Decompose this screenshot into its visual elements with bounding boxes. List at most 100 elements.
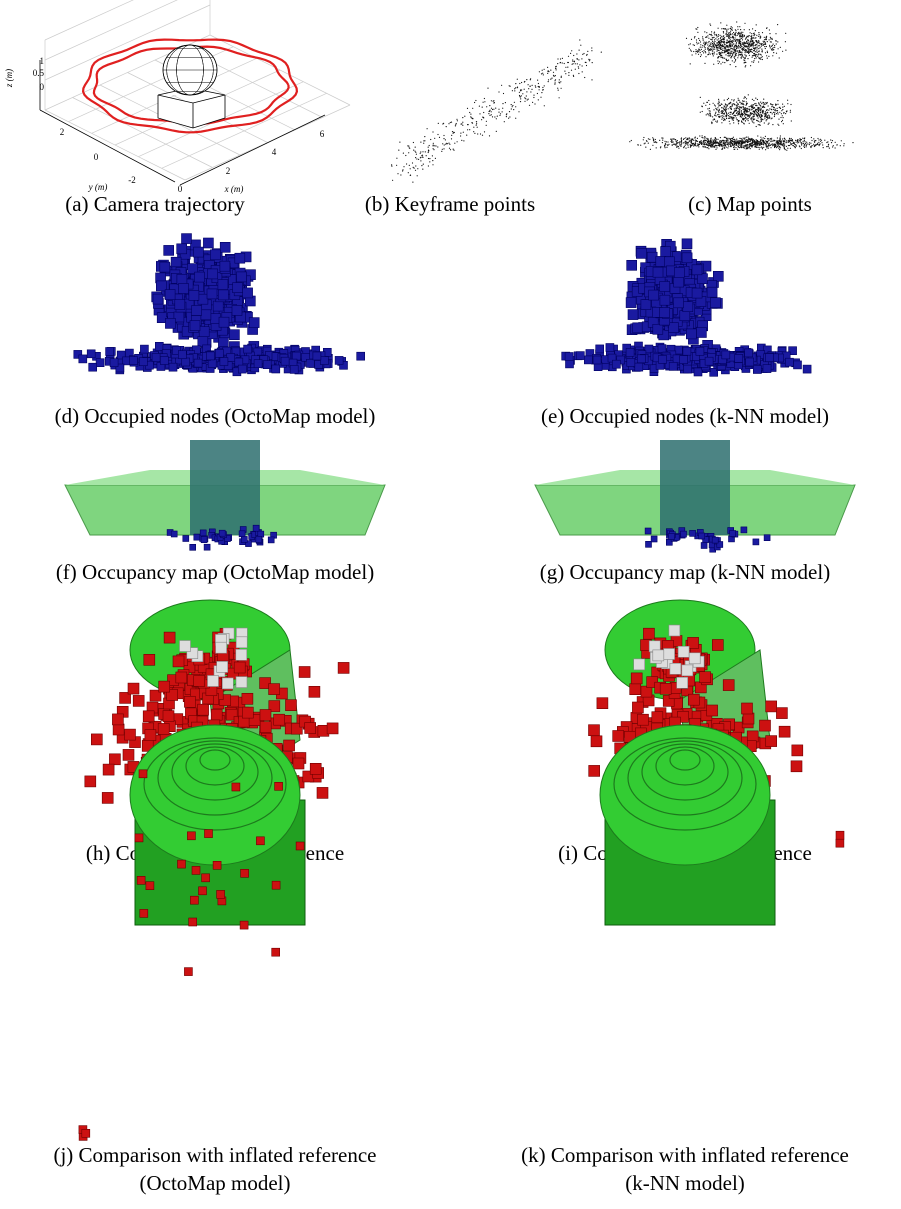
- point: [760, 137, 761, 138]
- point: [787, 148, 788, 149]
- point: [413, 142, 414, 143]
- voxel: [803, 365, 811, 373]
- point: [785, 149, 786, 150]
- point: [765, 38, 766, 39]
- voxel: [190, 321, 200, 331]
- point: [793, 143, 794, 144]
- point: [749, 43, 750, 44]
- point: [571, 70, 572, 71]
- point: [685, 141, 686, 142]
- point: [747, 43, 748, 44]
- point: [512, 90, 513, 91]
- point: [739, 145, 740, 146]
- point: [467, 124, 468, 125]
- point: [720, 53, 721, 54]
- point: [746, 41, 747, 42]
- point: [727, 143, 728, 144]
- voxel: [220, 358, 228, 366]
- point: [708, 148, 709, 149]
- voxel: [310, 763, 321, 774]
- point: [428, 152, 429, 153]
- point: [752, 109, 753, 110]
- point: [514, 90, 515, 91]
- point: [730, 141, 731, 142]
- point: [730, 116, 731, 117]
- point: [711, 122, 712, 123]
- point: [564, 63, 565, 64]
- point: [730, 114, 731, 115]
- point: [772, 144, 773, 145]
- point: [732, 138, 733, 139]
- point: [570, 53, 571, 54]
- point: [775, 40, 776, 41]
- point: [506, 116, 507, 117]
- point: [732, 27, 733, 28]
- point: [780, 141, 781, 142]
- point: [744, 101, 745, 102]
- point: [486, 121, 487, 122]
- point: [796, 142, 797, 143]
- point: [432, 164, 433, 165]
- point: [774, 147, 775, 148]
- point: [537, 80, 538, 81]
- point: [751, 36, 752, 37]
- point: [731, 37, 732, 38]
- point: [755, 51, 756, 52]
- point: [583, 53, 584, 54]
- point: [785, 33, 786, 34]
- point: [703, 50, 704, 51]
- point: [557, 63, 558, 64]
- point: [752, 143, 753, 144]
- point: [771, 138, 772, 139]
- point: [491, 100, 492, 101]
- point: [705, 51, 706, 52]
- point: [726, 118, 727, 119]
- point: [572, 64, 573, 65]
- point: [740, 114, 741, 115]
- point: [746, 46, 747, 47]
- voxel: [180, 641, 191, 652]
- point: [738, 106, 739, 107]
- point: [759, 104, 760, 105]
- point: [405, 155, 406, 156]
- point: [733, 38, 734, 39]
- voxel: [179, 284, 189, 294]
- point: [675, 139, 676, 140]
- point: [571, 50, 572, 51]
- point: [704, 138, 705, 139]
- point: [742, 142, 743, 143]
- point: [697, 43, 698, 44]
- point: [701, 54, 702, 55]
- point: [733, 52, 734, 53]
- point: [760, 36, 761, 37]
- point: [770, 47, 771, 48]
- point: [738, 144, 739, 145]
- point: [813, 144, 814, 145]
- point: [720, 37, 721, 38]
- point: [718, 99, 719, 100]
- point: [704, 63, 705, 64]
- point: [767, 51, 768, 52]
- point: [758, 48, 759, 49]
- point: [745, 52, 746, 53]
- point: [520, 90, 521, 91]
- point: [708, 145, 709, 146]
- point: [450, 149, 451, 150]
- point: [463, 140, 464, 141]
- point: [749, 29, 750, 30]
- point: [774, 144, 775, 145]
- point: [734, 49, 735, 50]
- point: [762, 147, 763, 148]
- point: [714, 146, 715, 147]
- point: [717, 42, 718, 43]
- point: [756, 44, 757, 45]
- point: [755, 98, 756, 99]
- point: [741, 52, 742, 53]
- point: [690, 49, 691, 50]
- point: [456, 119, 457, 120]
- voxel: [106, 348, 114, 356]
- point: [724, 145, 725, 146]
- point: [743, 47, 744, 48]
- point: [751, 43, 752, 44]
- point: [561, 88, 562, 89]
